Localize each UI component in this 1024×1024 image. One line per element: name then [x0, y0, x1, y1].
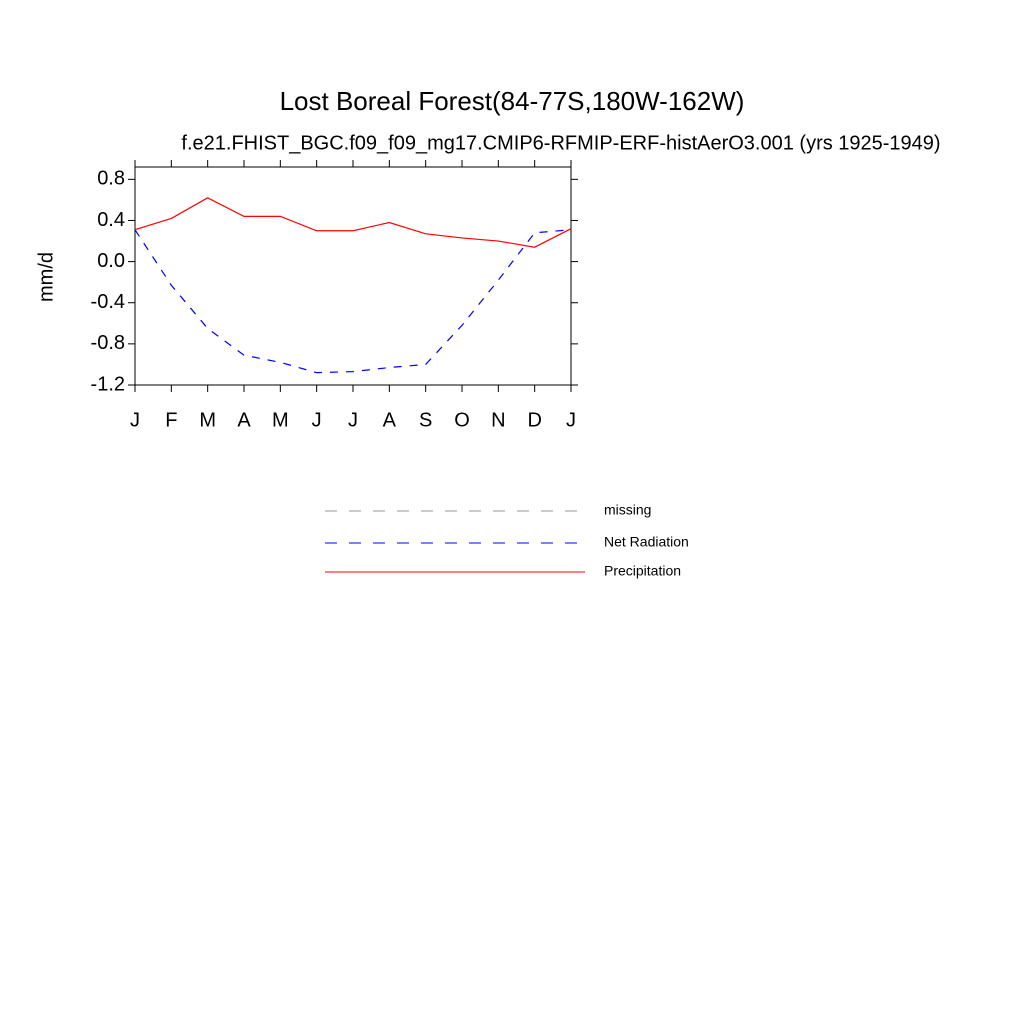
legend-label: missing — [604, 502, 651, 518]
x-tick-label: N — [491, 409, 505, 431]
x-tick-label: A — [383, 409, 397, 431]
x-tick-label: S — [419, 409, 432, 431]
legend-label: Net Radiation — [604, 534, 689, 550]
legend-label: Precipitation — [604, 563, 681, 579]
x-tick-label: M — [272, 409, 289, 431]
x-tick-label: M — [199, 409, 216, 431]
x-tick-label: J — [130, 409, 140, 431]
y-tick-label: -0.8 — [91, 332, 125, 354]
x-tick-label: O — [454, 409, 470, 431]
x-tick-label: A — [237, 409, 251, 431]
y-axis-label: mm/d — [35, 252, 57, 302]
y-tick-label: -0.4 — [91, 291, 125, 313]
chart-subtitle: f.e21.FHIST_BGC.f09_f09_mg17.CMIP6-RFMIP… — [181, 132, 940, 154]
x-tick-label: J — [348, 409, 358, 431]
x-tick-label: J — [566, 409, 576, 431]
series-line — [134, 229, 572, 374]
y-tick-label: 0.4 — [97, 209, 125, 231]
y-tick-label: 0.0 — [97, 250, 125, 272]
y-tick-label: -1.2 — [91, 373, 125, 395]
y-tick-label: 0.8 — [97, 168, 125, 190]
chart-title: Lost Boreal Forest(84-77S,180W-162W) — [280, 86, 745, 116]
x-tick-label: J — [312, 409, 322, 431]
x-tick-label: D — [527, 409, 541, 431]
x-tick-label: F — [165, 409, 177, 431]
series-line — [134, 197, 572, 248]
